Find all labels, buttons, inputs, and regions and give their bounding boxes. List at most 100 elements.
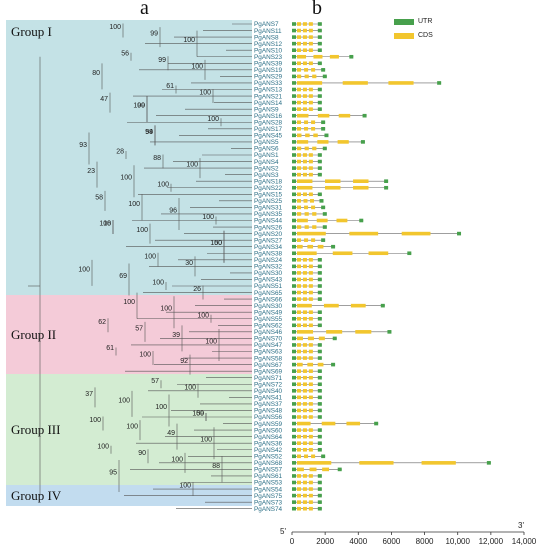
utr-exon bbox=[292, 343, 296, 347]
utr-exon bbox=[407, 251, 412, 256]
cds-exon bbox=[317, 113, 330, 118]
gene-label: PgANS18 bbox=[254, 178, 283, 185]
utr-exon bbox=[292, 290, 296, 295]
cds-exon bbox=[297, 28, 301, 33]
gene-label: PgANS12 bbox=[254, 41, 283, 48]
utr-exon bbox=[321, 205, 326, 210]
gene-label: PgANS66 bbox=[254, 296, 283, 303]
utr-exon bbox=[331, 244, 336, 249]
cds-exon bbox=[308, 35, 313, 39]
utr-exon bbox=[292, 461, 296, 465]
cds-exon bbox=[302, 35, 307, 39]
cds-exon bbox=[312, 74, 317, 79]
utr-exon bbox=[362, 113, 367, 118]
gene-label: PgANS53 bbox=[254, 480, 283, 487]
gene-label: PgANS70 bbox=[254, 336, 283, 343]
utr-exon bbox=[349, 54, 354, 59]
utr-exon bbox=[292, 100, 296, 105]
gene-label: PgANS59 bbox=[254, 421, 283, 428]
utr-exon bbox=[317, 48, 322, 52]
cds-exon bbox=[342, 81, 368, 85]
utr-exon bbox=[292, 172, 296, 177]
utr-exon bbox=[321, 120, 326, 125]
utr-exon bbox=[317, 22, 322, 26]
bootstrap-value: 26 bbox=[193, 286, 201, 293]
gene-label: PgANS58 bbox=[254, 355, 283, 362]
utr-exon bbox=[317, 382, 322, 387]
utr-exon bbox=[384, 185, 389, 190]
utr-exon bbox=[317, 297, 322, 301]
cds-exon bbox=[308, 474, 313, 478]
gene-label: PgANS16 bbox=[254, 113, 283, 120]
utr-exon bbox=[292, 500, 296, 504]
cds-exon bbox=[297, 343, 301, 347]
utr-exon bbox=[317, 389, 322, 393]
cds-exon bbox=[297, 185, 313, 190]
bootstrap-value: 100 bbox=[186, 162, 198, 169]
bootstrap-value: 100 bbox=[144, 253, 156, 260]
utr-exon bbox=[292, 323, 296, 328]
utr-exon bbox=[321, 68, 326, 72]
cds-exon bbox=[308, 343, 313, 347]
gene-label: PgANS28 bbox=[254, 119, 283, 126]
cds-exon bbox=[302, 375, 307, 380]
cds-exon bbox=[308, 22, 313, 26]
cds-exon bbox=[302, 192, 307, 197]
utr-exon bbox=[292, 159, 296, 164]
cds-exon bbox=[297, 231, 326, 236]
panel-label-b: b bbox=[312, 0, 322, 19]
cds-exon bbox=[318, 336, 325, 341]
bootstrap-value: 100 bbox=[99, 221, 111, 228]
utr-exon bbox=[321, 238, 326, 242]
utr-exon bbox=[292, 133, 296, 138]
group-label: Group I bbox=[11, 24, 52, 39]
bootstrap-value: 61 bbox=[106, 345, 114, 352]
cds-exon bbox=[297, 133, 302, 138]
gene-label: PgANS20 bbox=[254, 231, 283, 238]
utr-exon bbox=[317, 356, 322, 360]
cds-exon bbox=[308, 94, 313, 98]
cds-exon bbox=[302, 474, 307, 478]
bootstrap-value: 100 bbox=[126, 424, 138, 431]
bootstrap-value: 99 bbox=[158, 57, 166, 64]
cds-exon bbox=[302, 107, 307, 111]
cds-exon bbox=[322, 467, 330, 472]
cds-exon bbox=[336, 218, 348, 223]
bootstrap-value: 50 bbox=[214, 240, 222, 247]
utr-exon bbox=[317, 310, 322, 314]
utr-exon bbox=[317, 434, 322, 439]
legend-utr-label: UTR bbox=[418, 18, 433, 25]
bootstrap-value: 23 bbox=[87, 168, 95, 175]
utr-exon bbox=[292, 107, 296, 111]
utr-exon bbox=[292, 408, 296, 413]
bootstrap-value: 59 bbox=[145, 129, 153, 136]
cds-exon bbox=[302, 369, 307, 373]
x-axis-tick-label: 8000 bbox=[416, 537, 434, 546]
utr-exon bbox=[292, 192, 296, 197]
cds-exon bbox=[297, 127, 301, 131]
bootstrap-value: 100 bbox=[200, 437, 212, 444]
cds-exon bbox=[297, 68, 301, 72]
utr-exon bbox=[359, 218, 364, 223]
utr-exon bbox=[292, 336, 296, 341]
cds-exon bbox=[312, 225, 317, 229]
cds-exon bbox=[304, 238, 309, 242]
cds-exon bbox=[297, 395, 301, 400]
legend-utr: UTR bbox=[394, 18, 432, 25]
gene-label: PgANS75 bbox=[254, 493, 283, 500]
utr-exon bbox=[292, 166, 296, 170]
cds-exon bbox=[302, 172, 307, 177]
gene-label: PgANS62 bbox=[254, 323, 283, 330]
cds-exon bbox=[297, 500, 301, 504]
gene-label: PgANS67 bbox=[254, 362, 283, 369]
cds-exon bbox=[308, 356, 313, 360]
cds-exon bbox=[308, 153, 313, 157]
cds-exon bbox=[308, 434, 313, 439]
cds-exon bbox=[309, 467, 317, 472]
utr-exon bbox=[292, 277, 296, 282]
bootstrap-value: 99 bbox=[137, 103, 145, 110]
utr-exon bbox=[317, 172, 322, 177]
gene-label: PgANS4 bbox=[254, 159, 279, 166]
utr-exon bbox=[292, 35, 296, 39]
